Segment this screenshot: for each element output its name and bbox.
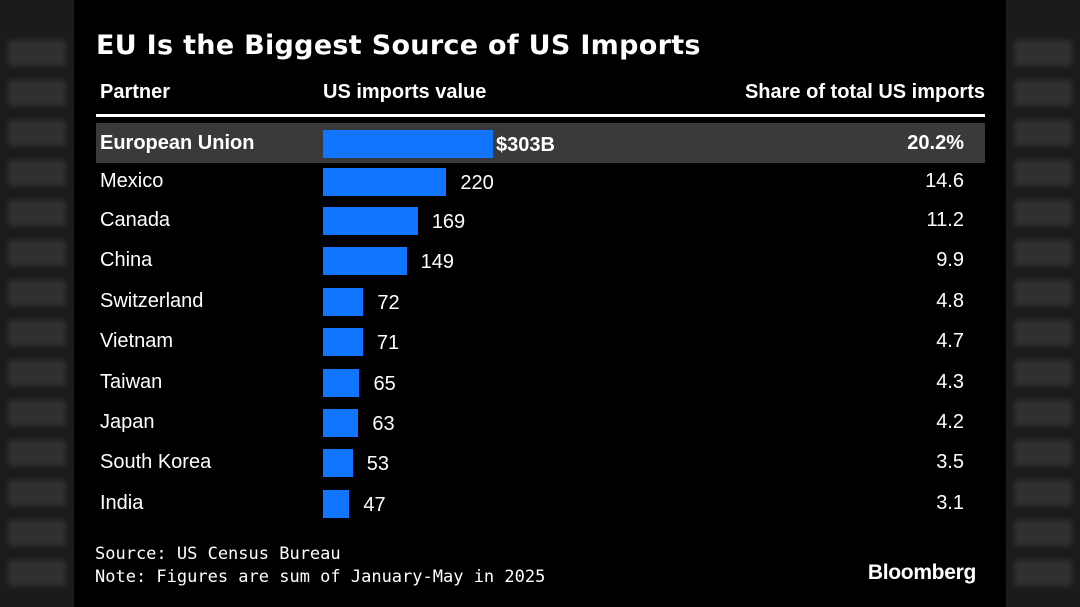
blurred-text-block <box>8 400 66 426</box>
blurred-text-block <box>8 360 66 386</box>
table-row: China 149 9.9 <box>96 240 985 280</box>
footnote: Note: Figures are sum of January-May in … <box>95 567 546 587</box>
share-value: 3.1 <box>936 492 964 514</box>
import-value-bar <box>323 168 447 196</box>
bloomberg-logo: Bloomberg <box>867 561 976 584</box>
blurred-text-block <box>8 440 66 466</box>
import-value-bar <box>323 449 353 477</box>
share-value: 20.2% <box>907 132 964 154</box>
bar-value-label: 169 <box>431 211 466 233</box>
partner-name: Canada <box>100 209 171 231</box>
chart-card: EU Is the Biggest Source of US Imports P… <box>74 0 1006 607</box>
blurred-text-block <box>8 40 66 66</box>
table-row: Canada 169 11.2 <box>96 200 985 240</box>
blurred-text-block <box>1014 360 1072 386</box>
blurred-text-block <box>8 200 66 226</box>
left-blurred-background <box>0 0 74 607</box>
blurred-text-block <box>1014 40 1072 66</box>
table-row: European Union $303B 20.2% <box>96 123 985 163</box>
share-value: 4.7 <box>936 330 964 352</box>
blurred-text-block <box>1014 280 1072 306</box>
import-value-bar <box>323 328 363 356</box>
table-row: India 47 3.1 <box>96 483 985 523</box>
header-divider <box>96 114 985 117</box>
blurred-text-block <box>1014 120 1072 146</box>
table-row: South Korea 53 3.5 <box>96 442 985 482</box>
import-value-bar <box>323 130 493 158</box>
bar-value-label: 63 <box>372 413 395 435</box>
blurred-text-block <box>1014 560 1072 586</box>
partner-name: Mexico <box>100 170 164 192</box>
import-value-bar <box>323 369 360 397</box>
partner-name: Vietnam <box>100 330 174 352</box>
chart-title: EU Is the Biggest Source of US Imports <box>96 30 701 61</box>
share-value: 9.9 <box>936 249 964 271</box>
bar-value-label: $303B <box>496 134 555 156</box>
bar-value-label: 53 <box>366 453 389 475</box>
share-value: 4.3 <box>936 371 964 393</box>
blurred-text-block <box>1014 400 1072 426</box>
share-value: 3.5 <box>936 451 964 473</box>
partner-name: European Union <box>100 132 255 154</box>
import-value-bar <box>323 409 359 437</box>
bar-value-label: 72 <box>377 292 400 314</box>
blurred-text-block <box>8 320 66 346</box>
partner-name: South Korea <box>100 451 212 473</box>
blurred-text-block <box>1014 520 1072 546</box>
blurred-text-block <box>8 280 66 306</box>
table-row: Mexico 220 14.6 <box>96 161 985 201</box>
partner-name: Switzerland <box>100 290 204 312</box>
table-row: Taiwan 65 4.3 <box>96 362 985 402</box>
column-header-value: US imports value <box>323 81 487 103</box>
blurred-text-block <box>8 480 66 506</box>
bar-value-label: 65 <box>373 373 396 395</box>
partner-name: China <box>100 249 153 271</box>
blurred-text-block <box>1014 440 1072 466</box>
share-value: 4.8 <box>936 290 964 312</box>
column-header-partner: Partner <box>100 81 171 103</box>
blurred-text-block <box>1014 480 1072 506</box>
source-note: Source: US Census Bureau <box>95 544 341 564</box>
bar-value-label: 149 <box>420 251 454 273</box>
right-blurred-background <box>1006 0 1080 607</box>
column-header-share: Share of total US imports <box>744 81 985 103</box>
table-row: Japan 63 4.2 <box>96 402 985 442</box>
bar-value-label: 220 <box>460 172 494 194</box>
blurred-text-block <box>1014 240 1072 266</box>
import-value-bar <box>323 207 418 235</box>
blurred-text-block <box>1014 320 1072 346</box>
share-value: 11.2 <box>926 209 964 231</box>
blurred-text-block <box>1014 160 1072 186</box>
blurred-text-block <box>8 520 66 546</box>
share-value: 14.6 <box>925 170 964 192</box>
blurred-text-block <box>8 120 66 146</box>
blurred-text-block <box>8 560 66 586</box>
partner-name: India <box>100 492 144 514</box>
table-row: Switzerland 72 4.8 <box>96 281 985 321</box>
import-value-bar <box>323 288 364 316</box>
import-value-bar <box>323 247 407 275</box>
blurred-text-block <box>8 80 66 106</box>
blurred-text-block <box>8 240 66 266</box>
share-value: 4.2 <box>936 411 964 433</box>
import-value-bar <box>323 490 350 518</box>
bar-value-label: 71 <box>376 332 400 354</box>
table-row: Vietnam 71 4.7 <box>96 321 985 361</box>
bar-value-label: 47 <box>363 494 386 516</box>
blurred-text-block <box>1014 80 1072 106</box>
partner-name: Japan <box>100 411 155 433</box>
partner-name: Taiwan <box>100 371 163 393</box>
blurred-text-block <box>8 160 66 186</box>
blurred-text-block <box>1014 200 1072 226</box>
